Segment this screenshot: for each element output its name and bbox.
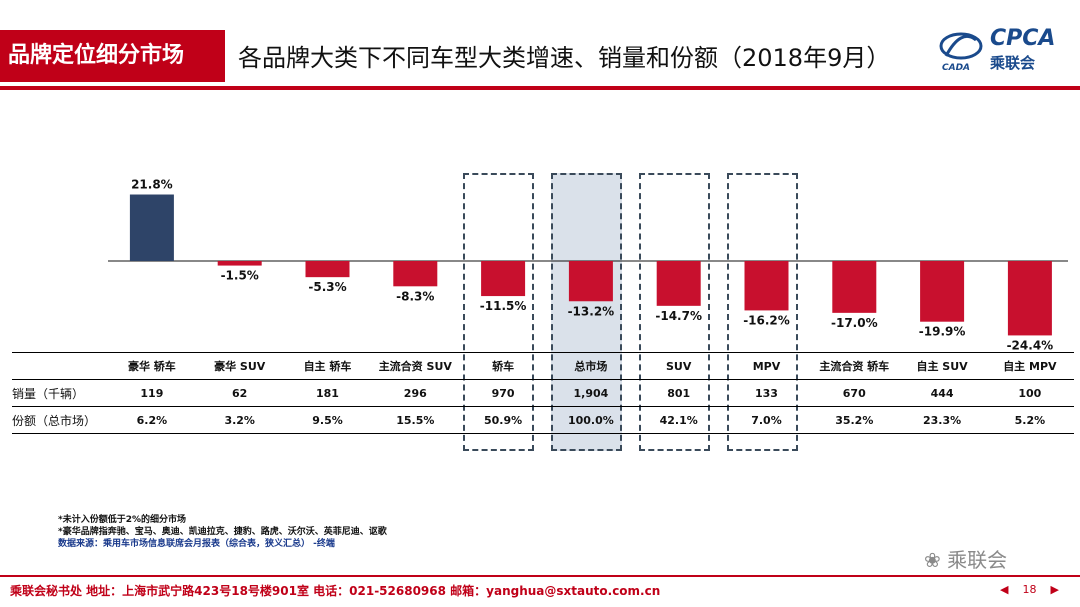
section-title: 品牌定位细分市场 — [0, 30, 225, 82]
table-cell-0-0: 119 — [108, 379, 196, 407]
bar-value-label-6: -14.7% — [655, 309, 702, 323]
bar-1 — [217, 261, 262, 266]
table-corner-cell — [12, 352, 108, 380]
table-cell-0-9: 444 — [898, 379, 986, 407]
table-row: 份额（总市场） 6.2% 3.2% 9.5% 15.5% 50.9% 100.0% 42.1%… — [12, 406, 1074, 434]
footnote-1: *未计入份额低于2%的细分市场 — [58, 515, 186, 525]
footer-contact: 乘联会秘书处 地址：上海市武宁路423号18号楼901室 电话：021-5268… — [10, 584, 661, 598]
header-divider — [0, 86, 1080, 90]
highlight-box-suv — [639, 173, 710, 451]
wechat-icon: ❀ — [924, 548, 948, 572]
bar-5 — [568, 261, 613, 302]
header: 品牌定位细分市场 各品牌大类下不同车型大类增速、销量和份额（2018年9月） C… — [0, 0, 1080, 92]
table-cell-1-5: 100.0% — [546, 406, 635, 434]
bar-6 — [656, 261, 701, 306]
logo-text: CPCA — [990, 26, 1056, 51]
category-header-3: 主流合资 SUV — [371, 352, 460, 380]
table-cell-1-9: 23.3% — [898, 406, 986, 434]
highlight-box-mpv — [727, 173, 798, 451]
bar-7 — [744, 261, 789, 311]
table-cell-1-0: 6.2% — [108, 406, 196, 434]
table-cell-1-2: 9.5% — [283, 406, 372, 434]
row-label-1: 份额（总市场） — [12, 406, 108, 434]
bar-0 — [129, 194, 174, 261]
table-cell-0-2: 181 — [283, 379, 372, 407]
table-cell-0-10: 100 — [985, 379, 1074, 407]
row-label-0: 销量（千辆） — [12, 379, 108, 407]
bar-value-label-7: -16.2% — [743, 313, 790, 327]
bar-10 — [1007, 261, 1052, 336]
page-title: 各品牌大类下不同车型大类增速、销量和份额（2018年9月） — [238, 44, 891, 72]
category-header-0: 豪华 轿车 — [108, 352, 196, 380]
bar-value-label-0: 21.8% — [131, 178, 173, 192]
growth-bar-chart: 21.8% -1.5% -5.3% -8.3% -11.5% -13.2% -14.7% -1… — [108, 178, 1068, 352]
data-source-note: 数据来源：乘用车市场信息联席会月报表（综合表，狭义汇总） -终端 — [58, 539, 335, 549]
table-row: 销量（千辆） 119 62 181 296 970 1,904 801 133 670 444 100 — [12, 379, 1074, 407]
table-cell-0-3: 296 — [371, 379, 460, 407]
category-header-8: 主流合资 轿车 — [810, 352, 899, 380]
data-table: 豪华 轿车 豪华 SUV 自主 轿车 主流合资 SUV 轿车 总市场 SUV MPV 主流合资 … — [12, 352, 1074, 434]
table-cell-1-1: 3.2% — [195, 406, 284, 434]
category-header-1: 豪华 SUV — [195, 352, 284, 380]
table-cell-1-3: 15.5% — [371, 406, 460, 434]
category-header-4: 轿车 — [459, 352, 547, 380]
category-header-9: 自主 SUV — [898, 352, 986, 380]
category-header-2: 自主 轿车 — [283, 352, 372, 380]
footnote-2: *豪华品牌指奔驰、宝马、奥迪、凯迪拉克、捷豹、路虎、沃尔沃、英菲尼迪、讴歌 — [58, 527, 387, 537]
category-header-6: SUV — [634, 352, 723, 380]
page-number: 18 — [1022, 583, 1037, 596]
bar-value-label-1: -1.5% — [221, 269, 259, 283]
logo-subtext: 乘联会 — [990, 54, 1036, 72]
table-cell-0-7: 133 — [722, 379, 811, 407]
table-header-row: 豪华 轿车 豪华 SUV 自主 轿车 主流合资 SUV 轿车 总市场 SUV MPV 主流合资 … — [12, 352, 1074, 380]
bar-9 — [920, 261, 965, 322]
table-cell-0-1: 62 — [195, 379, 284, 407]
table-cell-0-4: 970 — [459, 379, 547, 407]
watermark-text: 乘联会 — [947, 548, 1008, 572]
triangle-right-icon[interactable]: ▶ — [1050, 583, 1059, 596]
bar-value-label-9: -19.9% — [919, 325, 966, 339]
table-cell-1-6: 42.1% — [634, 406, 723, 434]
bar-3 — [393, 261, 438, 287]
bar-value-label-2: -5.3% — [308, 280, 346, 294]
bar-value-label-8: -17.0% — [831, 316, 878, 330]
highlight-box-sedan — [463, 173, 534, 451]
table-cell-0-8: 670 — [810, 379, 899, 407]
table-cell-0-5: 1,904 — [546, 379, 635, 407]
cada-logo-icon: CADA — [939, 32, 983, 72]
table-cell-0-6: 801 — [634, 379, 723, 407]
bar-value-label-4: -11.5% — [480, 299, 527, 313]
footer-divider — [0, 575, 1080, 577]
footnotes: *未计入份额低于2%的细分市场 *豪华品牌指奔驰、宝马、奥迪、凯迪拉克、捷豹、路… — [58, 514, 387, 550]
category-header-5: 总市场 — [546, 352, 635, 380]
bar-value-label-3: -8.3% — [396, 289, 434, 303]
watermark: ❀ 乘联会 — [924, 544, 1007, 573]
triangle-left-icon[interactable]: ◀ — [1000, 583, 1009, 596]
category-header-10: 自主 MPV — [985, 352, 1074, 380]
bar-value-label-5: -13.2% — [568, 304, 615, 318]
table-cell-1-10: 5.2% — [985, 406, 1074, 434]
logo-mark-text: CADA — [942, 63, 970, 72]
bar-2 — [305, 261, 350, 278]
table-cell-1-8: 35.2% — [810, 406, 899, 434]
table-cell-1-7: 7.0% — [722, 406, 811, 434]
table-cell-1-4: 50.9% — [459, 406, 547, 434]
bar-value-label-10: -24.4% — [1007, 338, 1054, 352]
category-header-7: MPV — [722, 352, 811, 380]
bar-8 — [832, 261, 877, 313]
pager: ◀ 18 ▶ — [1000, 583, 1059, 596]
bar-4 — [481, 261, 526, 297]
